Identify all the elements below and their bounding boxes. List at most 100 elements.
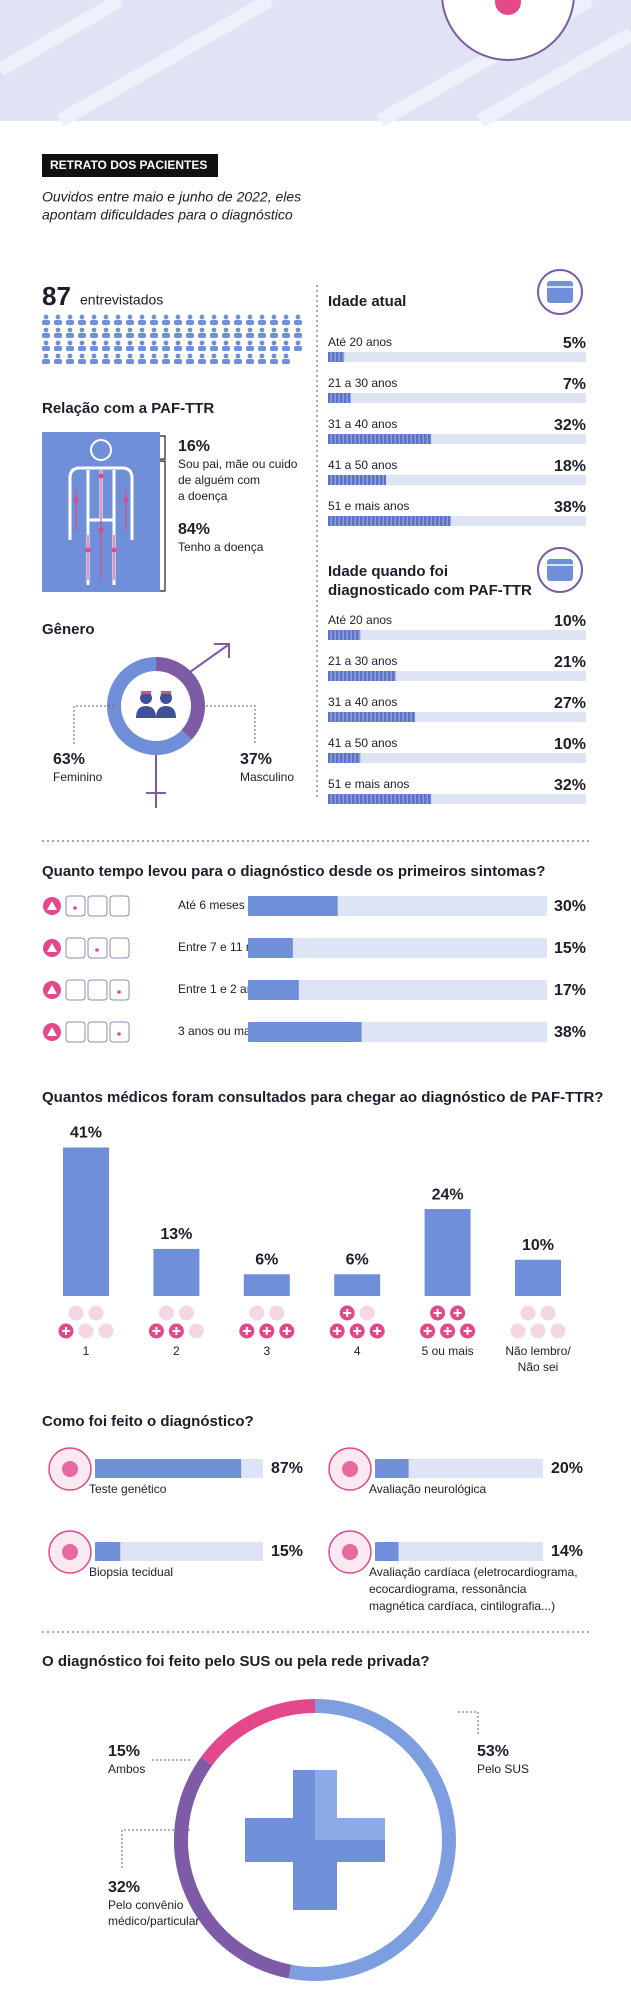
person-head: [55, 327, 61, 333]
label: de alguém com: [178, 473, 260, 487]
person-head: [115, 340, 121, 346]
person-body: [114, 333, 122, 338]
person-body: [138, 359, 146, 364]
person-head: [187, 353, 193, 359]
calendar: [87, 1021, 108, 1043]
person-head: [127, 314, 133, 320]
category-label: Avaliação neurológica: [369, 1482, 487, 1496]
calendar: [109, 937, 130, 959]
person-body: [234, 359, 242, 364]
person-head: [127, 353, 133, 359]
person-body: [54, 346, 62, 351]
bar: [375, 1459, 409, 1478]
person-head: [79, 327, 85, 333]
person-body: [222, 320, 230, 325]
person-head: [259, 327, 265, 333]
person-head: [91, 327, 97, 333]
nerve-dot: [111, 547, 117, 553]
category-label: Até 6 meses: [178, 898, 245, 912]
person-body: [198, 346, 206, 351]
doctor-icon: [158, 1305, 174, 1321]
person-body: [150, 359, 158, 364]
person-body: [246, 359, 254, 364]
person-body: [186, 320, 194, 325]
doctor-icon: [333, 1327, 342, 1335]
person-head: [295, 314, 301, 320]
bar-track: [328, 516, 586, 526]
person-body: [54, 333, 62, 338]
category-label: 1: [83, 1344, 90, 1358]
person-head: [259, 340, 265, 346]
person-head: [79, 314, 85, 320]
person-body: [150, 333, 158, 338]
bar-track: [328, 671, 586, 681]
value-label: 10%: [522, 1237, 554, 1254]
value-label: 13%: [160, 1226, 192, 1243]
category-label: Até 20 anos: [328, 335, 392, 349]
person-head: [295, 327, 301, 333]
top-decoration: [0, 0, 631, 128]
person-body: [138, 333, 146, 338]
doctor-icon: [178, 1305, 194, 1321]
category-label: 31 a 40 anos: [328, 417, 397, 431]
icon: [47, 1027, 57, 1036]
bar: [328, 352, 345, 362]
person-head: [211, 327, 217, 333]
person-body: [186, 359, 194, 364]
nerve-dot: [98, 473, 104, 479]
person-body: [294, 333, 302, 338]
person-body: [294, 346, 302, 351]
donut-segment: [155, 657, 205, 740]
person-head: [151, 340, 157, 346]
value-label: 37%: [240, 751, 272, 768]
person-body: [210, 320, 218, 325]
category-label: magnética cardíaca, cintilografia...): [369, 1599, 555, 1613]
calendar-dot: [117, 990, 121, 994]
person-head: [103, 340, 109, 346]
value-label: 87%: [271, 1460, 303, 1477]
leader: [121, 1829, 190, 1870]
person-head: [103, 327, 109, 333]
doctor-icon: [282, 1327, 291, 1335]
doctor-icon: [443, 1327, 452, 1335]
calendar: [65, 937, 86, 959]
doctor-icon: [550, 1323, 566, 1339]
person-body: [210, 359, 218, 364]
category-label: 41 a 50 anos: [328, 458, 397, 472]
person-body: [258, 320, 266, 325]
category-label: Pelo convênio: [108, 1898, 184, 1912]
category-label: 31 a 40 anos: [328, 695, 397, 709]
person-head: [175, 327, 181, 333]
donut-segment: [200, 1699, 316, 1766]
bar: [243, 1274, 290, 1296]
nerve-dot: [85, 547, 91, 553]
person-body: [54, 320, 62, 325]
calendar: [109, 979, 130, 1001]
value-label: 6%: [346, 1251, 369, 1268]
bar: [328, 671, 396, 681]
person-body: [234, 333, 242, 338]
person-head: [127, 340, 133, 346]
person-head: [199, 353, 205, 359]
person-head: [103, 353, 109, 359]
doctor-icon: [353, 1327, 362, 1335]
person-head: [163, 340, 169, 346]
doctor-icon: [373, 1327, 382, 1335]
section-title: Idade atual: [328, 293, 406, 310]
doctor-icon: [78, 1323, 94, 1339]
person-head: [271, 327, 277, 333]
people-cap: [141, 691, 151, 694]
person-head: [139, 340, 145, 346]
bar: [375, 1542, 399, 1561]
person-body: [138, 346, 146, 351]
nerves: [75, 470, 127, 580]
person-body: [234, 346, 242, 351]
value-label: 20%: [551, 1460, 583, 1477]
doctor-icon: [433, 1309, 442, 1317]
leader: [198, 705, 256, 745]
person-body: [66, 320, 74, 325]
doctor-icon: [359, 1305, 375, 1321]
person-head: [187, 327, 193, 333]
person-head: [235, 340, 241, 346]
person-body: [90, 320, 98, 325]
